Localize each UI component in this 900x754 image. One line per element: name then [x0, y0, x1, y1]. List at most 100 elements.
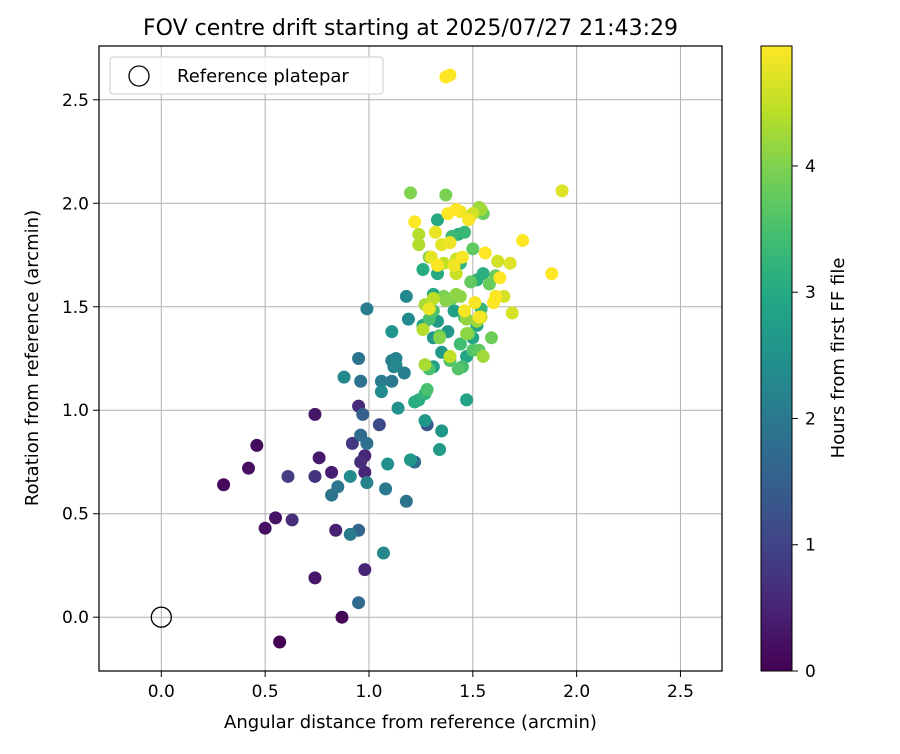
data-point — [372, 418, 386, 432]
data-point — [399, 289, 413, 303]
data-point — [308, 407, 322, 421]
x-tick-label: 1.0 — [355, 682, 382, 702]
data-point — [468, 296, 482, 310]
colorbar-tick-label: 1 — [805, 536, 816, 556]
data-point — [418, 358, 432, 372]
data-point — [457, 225, 471, 239]
data-point — [433, 443, 447, 457]
data-point — [360, 436, 374, 450]
reference-marker — [150, 606, 172, 628]
legend: Reference platepar — [109, 56, 384, 95]
data-point — [242, 461, 256, 475]
data-point — [285, 513, 299, 527]
data-point — [453, 337, 467, 351]
data-point — [426, 291, 440, 305]
data-point — [356, 407, 370, 421]
data-point — [250, 438, 264, 452]
data-point — [443, 236, 457, 250]
data-point — [325, 465, 339, 479]
data-point — [329, 523, 343, 537]
data-point — [374, 385, 388, 399]
x-tick-label: 0.0 — [148, 682, 175, 702]
data-point — [273, 635, 287, 649]
y-tick-label: 2.5 — [62, 91, 89, 111]
data-point — [449, 202, 463, 216]
data-point — [381, 457, 395, 471]
data-point — [335, 610, 349, 624]
data-point — [345, 436, 359, 450]
data-point — [476, 349, 490, 363]
data-point — [439, 70, 453, 84]
data-point — [464, 275, 478, 289]
data-point — [408, 215, 422, 229]
data-point — [443, 349, 457, 363]
legend-entry-reference-platepar: Reference platepar — [177, 66, 349, 87]
data-point — [447, 258, 461, 272]
colorbar: 0 1 2 3 4 Hours from first FF file — [760, 45, 849, 682]
data-point — [258, 521, 272, 535]
data-point — [457, 304, 471, 318]
data-point — [422, 302, 436, 316]
data-point — [453, 289, 467, 303]
colorbar-label: Hours from first FF file — [828, 258, 849, 459]
x-tick-label: 0.5 — [252, 682, 279, 702]
x-ticks: 0.0 0.5 1.0 1.5 2.0 2.5 — [148, 671, 694, 702]
data-point — [545, 267, 559, 281]
data-point — [360, 476, 374, 490]
data-point — [308, 469, 322, 483]
data-point — [343, 469, 357, 483]
data-point — [516, 234, 530, 248]
data-point — [489, 289, 503, 303]
data-point — [354, 374, 368, 388]
data-point — [269, 511, 283, 525]
data-point — [484, 331, 498, 345]
data-point — [352, 352, 366, 365]
data-point — [451, 362, 465, 376]
grid — [99, 46, 722, 671]
data-point — [455, 250, 469, 264]
legend-marker-open-circle — [128, 65, 150, 87]
colorbar-tick-label: 0 — [805, 662, 816, 682]
data-point — [433, 331, 447, 345]
data-point — [460, 393, 474, 407]
data-point — [331, 480, 345, 494]
data-point — [412, 238, 426, 252]
data-point — [343, 527, 357, 541]
y-tick-label: 2.0 — [62, 194, 89, 214]
data-point — [337, 370, 351, 384]
data-point — [493, 271, 507, 285]
y-tick-label: 0.0 — [62, 608, 89, 628]
data-point — [352, 596, 366, 610]
plot-frame — [98, 45, 723, 672]
data-point — [416, 263, 430, 277]
data-point — [503, 256, 517, 270]
data-point — [217, 478, 231, 492]
data-point — [281, 469, 295, 483]
data-point — [401, 312, 415, 326]
data-point — [416, 323, 430, 337]
data-point — [435, 424, 449, 438]
data-point — [385, 374, 399, 388]
data-point — [358, 465, 372, 479]
chart-title: FOV centre drift starting at 2025/07/27 … — [143, 16, 678, 41]
colorbar-tick-label: 3 — [805, 283, 816, 303]
data-point — [439, 188, 453, 202]
data-point — [391, 401, 405, 415]
data-point — [430, 258, 444, 272]
data-point — [404, 453, 417, 467]
data-point — [358, 563, 372, 577]
data-point — [420, 383, 434, 397]
data-point — [389, 358, 403, 372]
data-point — [354, 455, 368, 469]
data-point — [412, 227, 426, 241]
data-point — [439, 294, 453, 308]
data-point — [404, 186, 417, 200]
y-ticks: 0.0 0.5 1.0 1.5 2.0 2.5 — [62, 91, 99, 628]
colorbar-gradient — [760, 45, 793, 672]
data-point — [462, 213, 476, 227]
data-point — [399, 494, 413, 508]
reference-point — [150, 606, 172, 628]
data-point — [460, 327, 474, 341]
data-point — [428, 225, 442, 239]
